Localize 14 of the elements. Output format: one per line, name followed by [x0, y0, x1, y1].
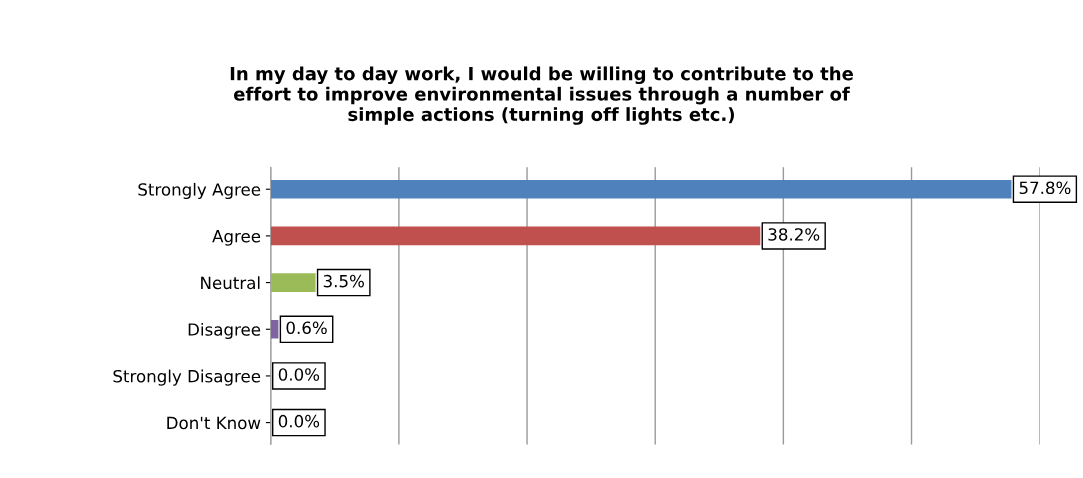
y-tick-label: Disagree [188, 322, 261, 340]
data-label: 3.5% [323, 274, 364, 288]
data-label: 0.0% [278, 368, 320, 381]
y-tick-label: Neutral [201, 276, 260, 290]
chart-title: In my day to day work, I would be willing to contribute to the effort to improve environmental issues through a number of simple actions (turning off lights etc.) [230, 66, 853, 125]
data-label: 0.6% [286, 321, 327, 335]
y-tick-label: Strongly Disagree [113, 369, 261, 386]
y-tick-label: Don't Know [167, 416, 261, 430]
data-label: 57.8% [1019, 181, 1071, 195]
bar [270, 319, 279, 339]
data-label: 0.0% [278, 414, 320, 428]
y-tick-label: Agree [212, 230, 261, 246]
y-tick-label: Strongly Agree [138, 182, 261, 200]
data-label: 38.2% [768, 228, 820, 241]
